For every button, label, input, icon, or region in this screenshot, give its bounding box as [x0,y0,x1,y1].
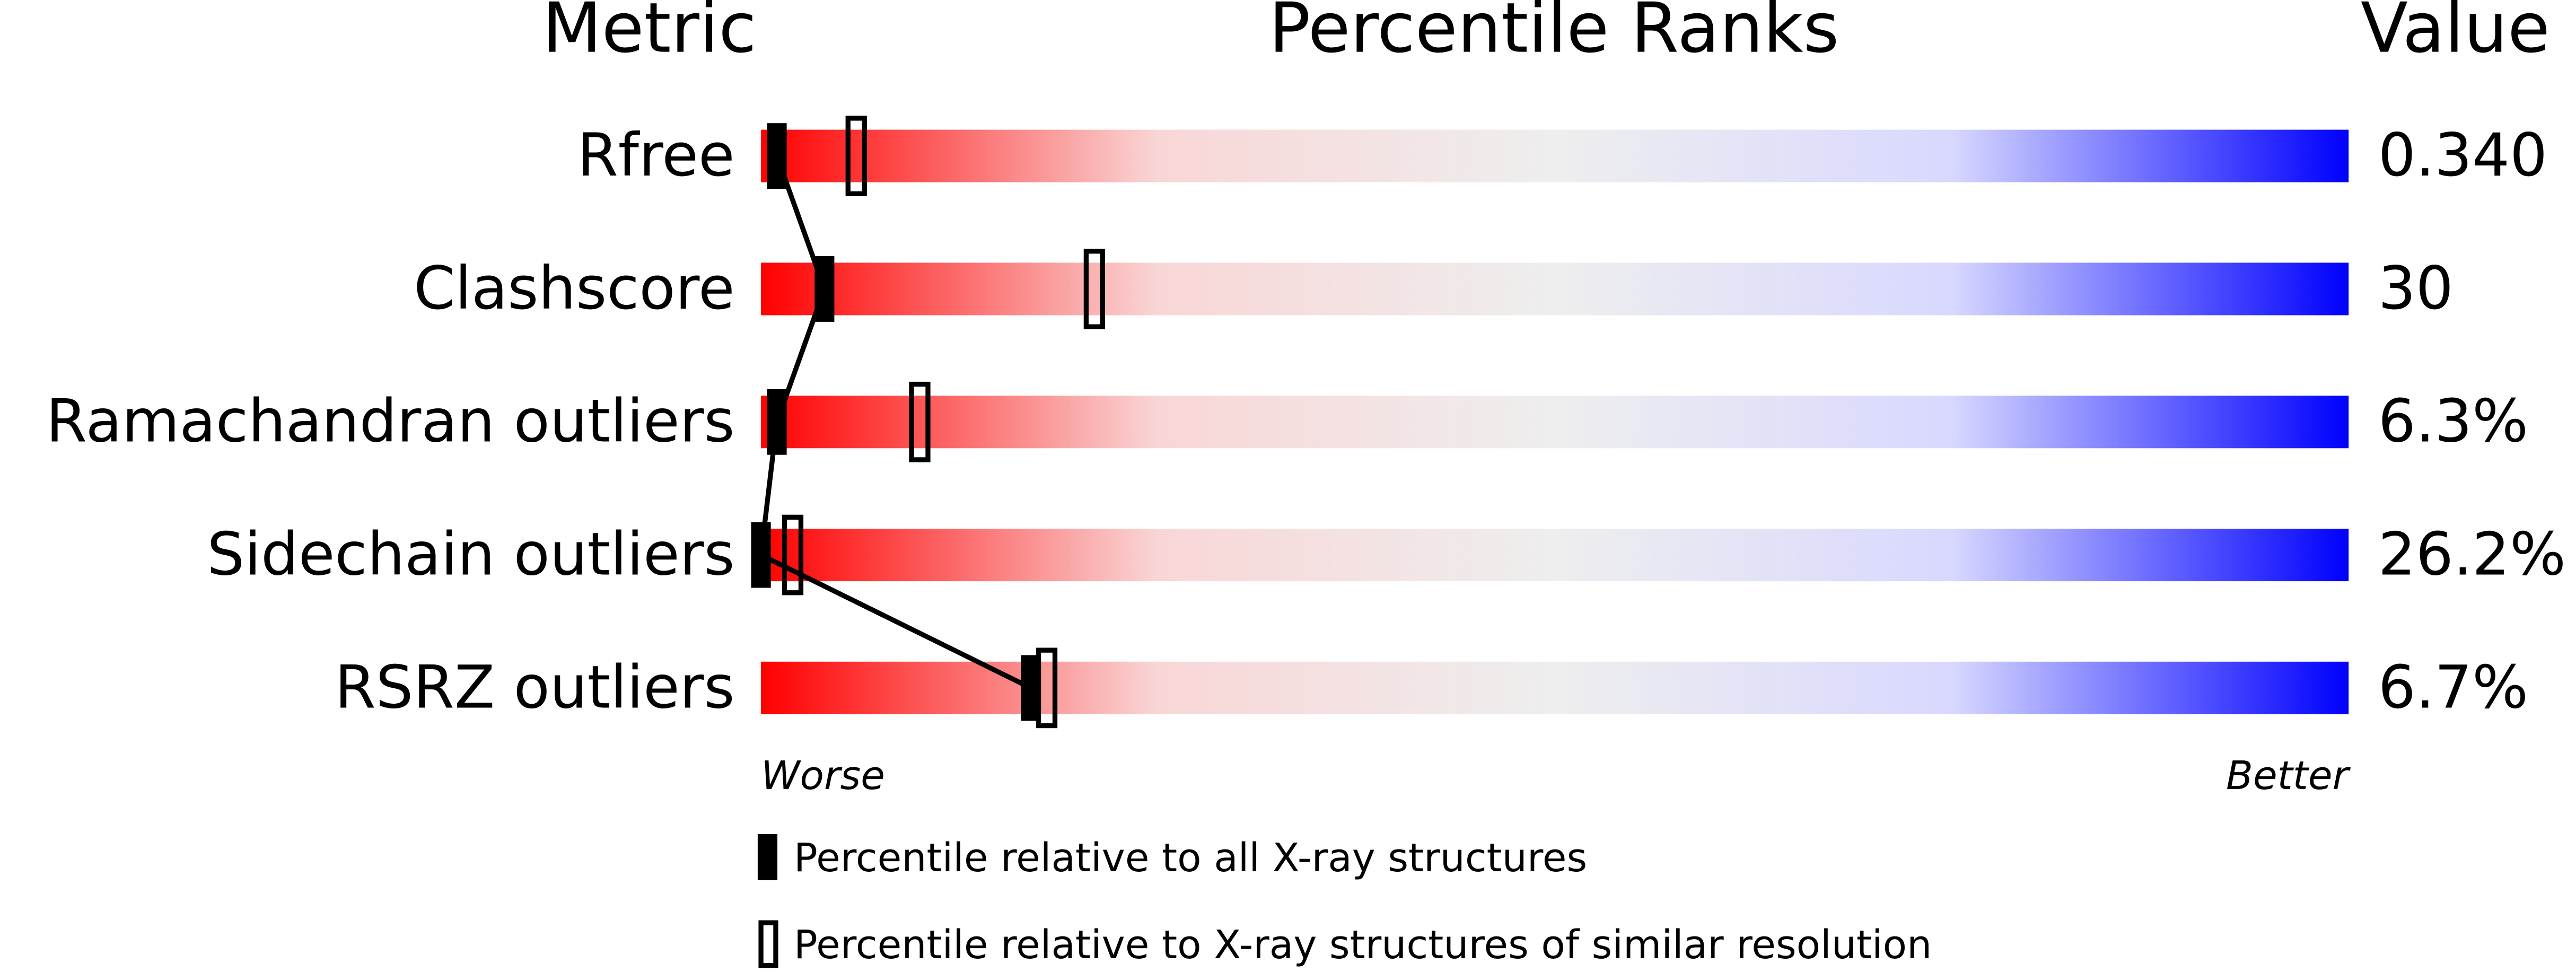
metric-value: 6.3% [2378,388,2528,456]
percentile-marker [1021,655,1041,721]
legend-label: Percentile relative to X-ray structures … [794,922,1932,968]
percentile-marker-open [845,116,867,197]
metric-header: Metric [542,0,756,68]
legend-swatch [758,920,778,968]
percentile-marker [814,256,835,322]
metric-label: Rfree [577,121,734,190]
percentile-marker [751,522,771,588]
percentile-bar [761,129,2349,182]
legend-swatch [757,834,778,880]
percentile-marker-open [782,514,804,596]
better-label: Better [2226,752,2351,799]
metric-value: 0.340 [2378,121,2547,190]
metric-label: Sidechain outliers [207,520,734,589]
value-header: Value [2361,0,2550,68]
metric-label: Clashscore [414,255,734,323]
percentile-marker [767,389,787,455]
metric-value: 6.7% [2378,653,2528,722]
chart-title: Percentile Ranks [1269,0,1839,68]
percentile-bar [761,262,2349,316]
metric-label: Ramachandran outliers [46,388,735,456]
metric-value: 26.2% [2378,520,2566,589]
worse-label: Worse [761,752,885,799]
metric-label: RSRZ outliers [335,653,734,722]
legend-label: Percentile relative to all X-ray structu… [794,835,1587,881]
percentile-marker-open [1083,249,1105,329]
percentile-marker [767,123,787,189]
percentile-bar [761,396,2349,449]
percentile-marker-open [909,381,931,462]
percentile-bar [761,529,2349,582]
metric-value: 30 [2378,255,2454,323]
